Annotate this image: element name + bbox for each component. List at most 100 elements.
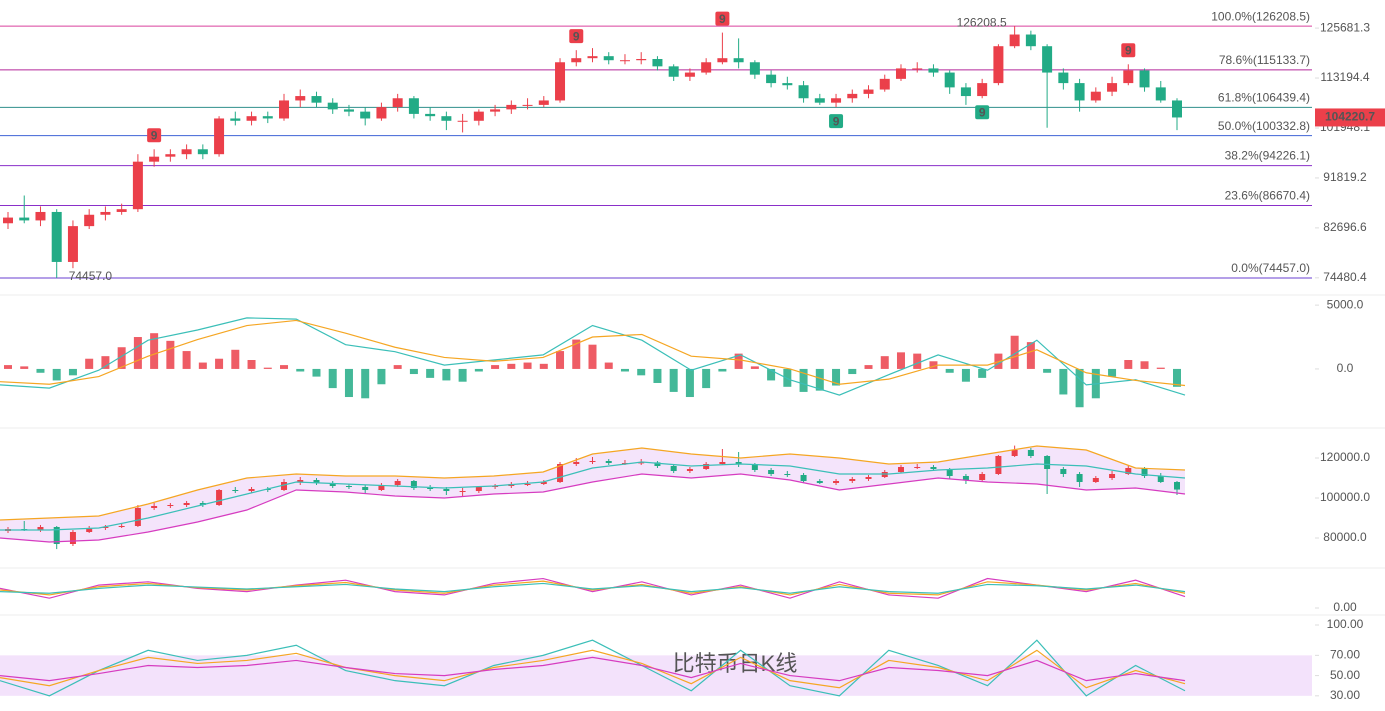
fib-label: 61.8%(106439.4) (1218, 91, 1310, 105)
macd-bar (588, 344, 597, 369)
macd-bar (1043, 368, 1052, 373)
fib-label: 78.6%(115133.7) (1219, 53, 1310, 67)
macd-bar (961, 368, 970, 382)
indicator-line (0, 461, 1186, 531)
td-marker (975, 105, 990, 120)
macd-bar (978, 368, 987, 378)
y-tick-label: 125681.3 (1320, 20, 1370, 34)
candle-body (183, 503, 190, 505)
candle-body (197, 149, 208, 155)
candle-body (636, 59, 647, 61)
candle-body (833, 481, 840, 483)
macd-bar (767, 368, 776, 381)
candle-body (443, 489, 450, 491)
macd-bar (572, 339, 581, 369)
candle-body (768, 470, 775, 474)
candle-body (86, 528, 93, 532)
candle-body (1155, 87, 1166, 101)
candle-body (69, 532, 76, 544)
macd-bar (685, 368, 694, 398)
td-marker-label: 9 (573, 29, 580, 43)
indicator-line (0, 473, 1186, 543)
macd-bar (702, 368, 711, 389)
candle-body (895, 68, 906, 79)
candle-body (490, 109, 501, 112)
candle-body (1172, 100, 1182, 118)
candle-body (35, 211, 46, 221)
macd-bar (491, 365, 500, 369)
macd-bar (458, 368, 467, 382)
y-tick-label: 100.00 (1327, 617, 1364, 631)
candle-body (914, 467, 921, 468)
macd-bar (832, 368, 841, 386)
candle-body (798, 85, 809, 99)
candle-body (360, 111, 371, 119)
macd-bar (750, 366, 759, 369)
macd-bar (328, 368, 337, 389)
macd-bar (474, 368, 483, 372)
candle-body (345, 486, 352, 487)
candle-body (701, 62, 712, 73)
candle-body (573, 462, 580, 464)
candle-body (378, 485, 385, 490)
macd-bar (653, 368, 662, 383)
macd-bar (344, 368, 353, 398)
candle-body (311, 96, 322, 103)
macd-bar (880, 356, 889, 369)
td-marker (829, 114, 844, 129)
candle-body (571, 58, 582, 63)
candle-body (522, 104, 533, 106)
candle-body (441, 116, 452, 121)
candle-body (865, 477, 872, 479)
candle-body (392, 98, 403, 108)
candle-body (670, 466, 677, 471)
candle-body (408, 98, 419, 114)
candle-body (248, 489, 255, 491)
candle-body (1044, 456, 1051, 469)
candle-body (1009, 34, 1020, 47)
macd-bar (312, 368, 321, 377)
indicator-line (0, 445, 1186, 521)
fib-label: 23.6%(86670.4) (1225, 189, 1310, 203)
candle-body (1027, 450, 1034, 456)
candle-body (165, 154, 176, 157)
macd-bar (864, 365, 873, 369)
candle-body (993, 46, 1004, 84)
candle-body (538, 100, 549, 105)
y-tick-label: 91819.2 (1323, 170, 1367, 184)
last-price-box (1315, 108, 1385, 127)
candle-body (684, 72, 695, 77)
candle-body (668, 66, 679, 77)
candle-body (427, 488, 434, 489)
candle-body (979, 474, 986, 480)
indicator-line (0, 577, 1186, 599)
macd-bar (52, 368, 61, 381)
macd-bar (1124, 360, 1133, 369)
candle-body (1074, 83, 1085, 101)
td-marker (569, 29, 584, 44)
candle-body (849, 479, 856, 481)
indicator-line (0, 639, 1186, 697)
macd-bar (523, 362, 532, 369)
candle-body (831, 98, 842, 103)
candle-body (84, 214, 95, 227)
macd-bar (231, 349, 240, 369)
candle-body (118, 526, 125, 527)
macd-bar (409, 368, 418, 375)
macd-bar (799, 368, 808, 392)
candle-body (295, 96, 306, 101)
candle-body (619, 60, 630, 62)
macd-bar (1140, 361, 1149, 369)
candle-body (1090, 91, 1101, 101)
candle-body (262, 116, 273, 119)
candle-body (199, 503, 206, 505)
indicator-line (0, 580, 1186, 596)
macd-bar (507, 363, 516, 369)
candle-body (167, 505, 174, 506)
y-tick-label: 70.00 (1330, 648, 1360, 662)
macd-bar (718, 368, 727, 372)
candle-body (132, 161, 143, 210)
candle-body (930, 467, 937, 469)
